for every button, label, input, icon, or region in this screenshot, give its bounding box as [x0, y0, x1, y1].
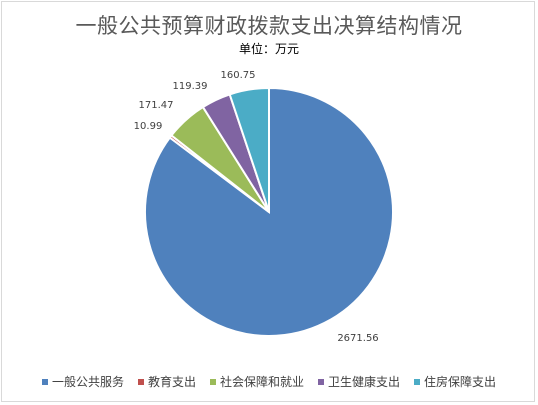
chart-legend: 一般公共服务 教育支出 社会保障和就业 卫生健康支出 住房保障支出: [0, 373, 538, 390]
data-label-social-security-employment: 171.47: [139, 100, 174, 111]
chart-unit: 单位：万元: [238, 42, 299, 56]
legend-label: 一般公共服务: [51, 375, 124, 389]
legend-item-housing: 住房保障支出: [414, 373, 496, 390]
legend-label: 教育支出: [147, 375, 196, 389]
pie-slice-housing: [228, 86, 270, 213]
legend-swatch: [137, 378, 144, 385]
legend-item-general-public-services: 一般公共服务: [41, 373, 124, 390]
data-label-general-public-services: 2671.56: [337, 333, 378, 344]
legend-swatch: [209, 378, 216, 385]
data-label-housing: 160.75: [221, 70, 256, 81]
legend-label: 卫生健康支出: [328, 375, 401, 389]
legend-swatch: [41, 378, 48, 385]
legend-swatch: [318, 378, 324, 385]
legend-label: 住房保障支出: [424, 375, 497, 389]
data-label-health: 119.39: [173, 81, 208, 92]
legend-item-health: 卫生健康支出: [318, 373, 400, 390]
data-label-education: 10.99: [134, 121, 163, 132]
legend-swatch: [414, 378, 421, 385]
chart-title: 一般公共预算财政拨款支出决算结构情况: [75, 14, 463, 38]
legend-label: 社会保障和就业: [219, 375, 304, 389]
legend-item-social-security-employment: 社会保障和就业: [209, 373, 304, 390]
legend-item-education: 教育支出: [137, 373, 196, 390]
